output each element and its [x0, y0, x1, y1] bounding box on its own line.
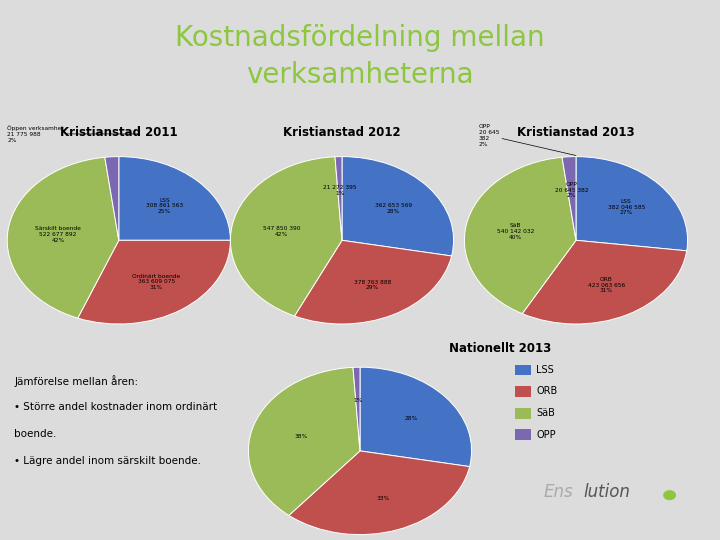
- Text: • Lägre andel inom särskilt boende.: • Lägre andel inom särskilt boende.: [14, 456, 202, 467]
- Text: SäB: SäB: [536, 408, 555, 418]
- Wedge shape: [105, 157, 119, 240]
- Text: 33%: 33%: [376, 496, 390, 501]
- Text: Kristianstad 2011: Kristianstad 2011: [60, 126, 178, 139]
- Text: Öppen verksamhet
21 775 988
2%: Öppen verksamhet 21 775 988 2%: [7, 125, 138, 143]
- Wedge shape: [78, 240, 230, 324]
- Text: Kristianstad 2013: Kristianstad 2013: [517, 126, 635, 139]
- Wedge shape: [342, 157, 454, 256]
- Wedge shape: [522, 240, 687, 324]
- Text: Särskilt boende
522 677 892
42%: Särskilt boende 522 677 892 42%: [35, 226, 81, 243]
- Text: Jämförelse mellan åren:: Jämförelse mellan åren:: [14, 375, 138, 387]
- Text: ORB
423 063 656
31%: ORB 423 063 656 31%: [588, 276, 625, 293]
- Circle shape: [664, 491, 675, 500]
- Text: OPP
20 645 382
2%: OPP 20 645 382 2%: [555, 182, 589, 199]
- Bar: [515, 429, 531, 440]
- Text: 547 850 390
42%: 547 850 390 42%: [263, 226, 300, 237]
- Text: 38%: 38%: [295, 434, 308, 439]
- Wedge shape: [230, 157, 342, 316]
- Text: 362 653 569
28%: 362 653 569 28%: [375, 203, 412, 214]
- Wedge shape: [248, 367, 360, 515]
- Bar: [515, 364, 531, 375]
- Text: 21 272 395
1%: 21 272 395 1%: [323, 185, 356, 195]
- Text: OPP
20 645
382
2%: OPP 20 645 382 2%: [479, 124, 576, 156]
- Wedge shape: [335, 157, 342, 240]
- Text: Ordinärt boende
363 609 075
31%: Ordinärt boende 363 609 075 31%: [132, 274, 181, 290]
- Text: ORB: ORB: [536, 387, 558, 396]
- Text: boende.: boende.: [14, 429, 57, 440]
- Text: SäB
540 142 032
40%: SäB 540 142 032 40%: [497, 224, 534, 240]
- Text: 378 763 888
29%: 378 763 888 29%: [354, 280, 391, 291]
- Wedge shape: [289, 451, 469, 535]
- Text: LSS: LSS: [536, 365, 554, 375]
- Bar: [515, 408, 531, 418]
- Text: verksamheterna: verksamheterna: [246, 60, 474, 89]
- Wedge shape: [562, 157, 576, 240]
- Text: 1%: 1%: [354, 398, 363, 403]
- Text: Kristianstad 2012: Kristianstad 2012: [283, 126, 401, 139]
- Wedge shape: [7, 157, 119, 318]
- Text: OPP: OPP: [536, 430, 556, 440]
- Text: Ens: Ens: [544, 483, 573, 502]
- Text: LSS
382 046 585
27%: LSS 382 046 585 27%: [608, 199, 645, 215]
- Text: Nationellt 2013: Nationellt 2013: [449, 342, 552, 355]
- Text: 28%: 28%: [405, 416, 418, 421]
- Wedge shape: [294, 240, 451, 324]
- Text: Kostnadsfördelning mellan: Kostnadsfördelning mellan: [175, 24, 545, 52]
- Text: lution: lution: [583, 483, 630, 502]
- Wedge shape: [119, 157, 230, 240]
- Wedge shape: [576, 157, 688, 251]
- Text: • Större andel kostnader inom ordinärt: • Större andel kostnader inom ordinärt: [14, 402, 217, 413]
- Wedge shape: [464, 157, 576, 314]
- Text: LSS
308 861 563
25%: LSS 308 861 563 25%: [146, 198, 183, 214]
- Wedge shape: [353, 367, 360, 451]
- Wedge shape: [360, 367, 472, 467]
- Bar: [515, 386, 531, 397]
